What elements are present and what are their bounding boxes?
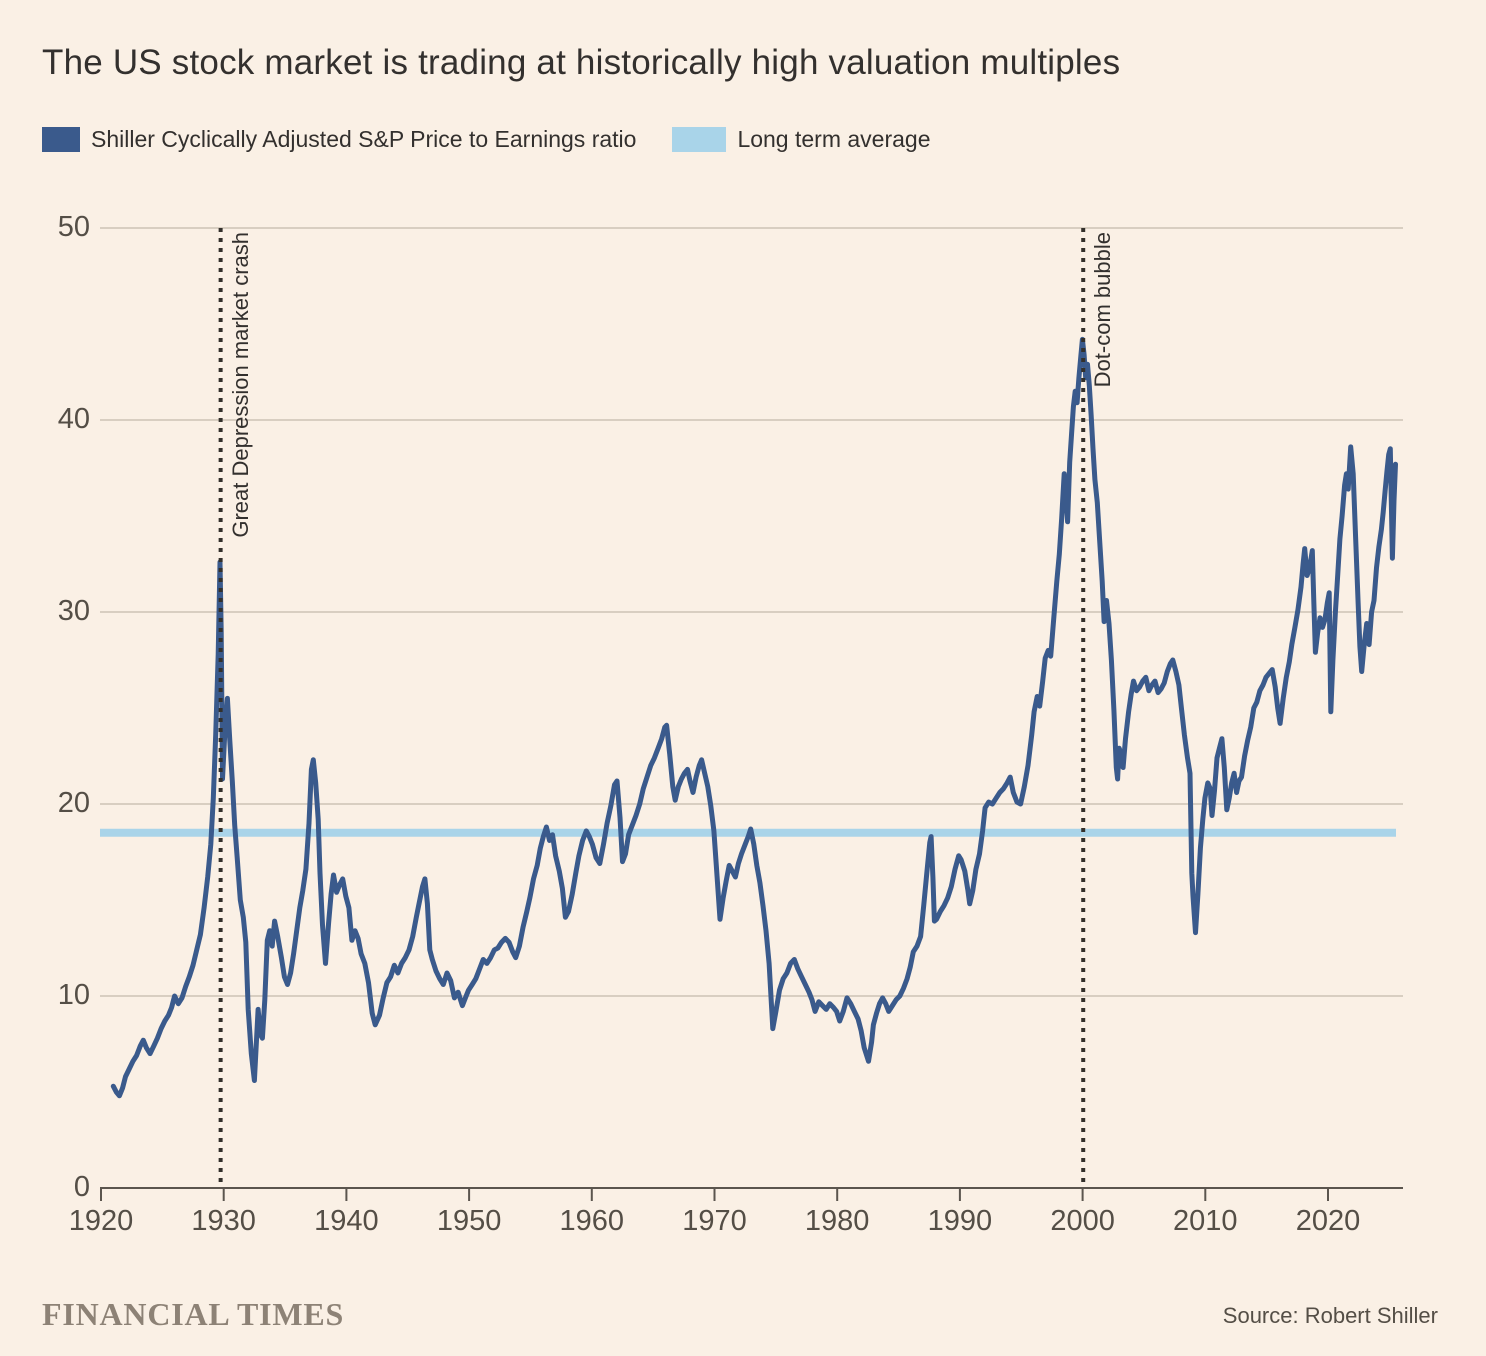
y-tick-label: 40 <box>57 403 90 435</box>
y-tick-label: 50 <box>57 211 90 243</box>
y-tick-label: 30 <box>57 595 90 627</box>
x-tick-label: 2020 <box>1295 1205 1361 1237</box>
y-tick-label: 10 <box>57 979 90 1011</box>
x-tick-label: 1970 <box>682 1205 747 1237</box>
x-tick-label: 1920 <box>68 1205 134 1237</box>
y-tick-label: 20 <box>57 787 90 819</box>
annotation-label: Dot-com bubble <box>1090 232 1116 388</box>
legend: Shiller Cyclically Adjusted S&P Price to… <box>42 126 931 153</box>
x-tick-label: 2000 <box>1050 1205 1115 1237</box>
cape-series-label: Shiller Cyclically Adjusted S&P Price to… <box>91 126 637 152</box>
cape-series-swatch <box>42 127 80 152</box>
legend-item-average: Long term average <box>672 126 931 153</box>
legend-item-cape: Shiller Cyclically Adjusted S&P Price to… <box>42 126 636 153</box>
cape-series-path <box>110 336 1398 1099</box>
x-tick-label: 2010 <box>1173 1205 1238 1237</box>
source-credit: Source: Robert Shiller <box>1222 1303 1438 1328</box>
chart-title: The US stock market is trading at histor… <box>42 43 1121 83</box>
annotation-label: Great Depression market crash <box>227 232 253 538</box>
financial-times-logo: FINANCIAL TIMES <box>42 1296 345 1332</box>
y-tick-label: 0 <box>73 1171 90 1203</box>
x-tick-label: 1940 <box>314 1205 379 1237</box>
average-series-swatch <box>672 127 727 152</box>
x-tick-label: 1980 <box>804 1205 870 1237</box>
x-tick-label: 1930 <box>191 1205 256 1237</box>
x-tick-label: 1960 <box>559 1205 625 1237</box>
x-tick-label: 1950 <box>436 1205 502 1237</box>
average-series-label: Long term average <box>737 126 931 152</box>
x-tick-label: 1990 <box>927 1205 993 1237</box>
